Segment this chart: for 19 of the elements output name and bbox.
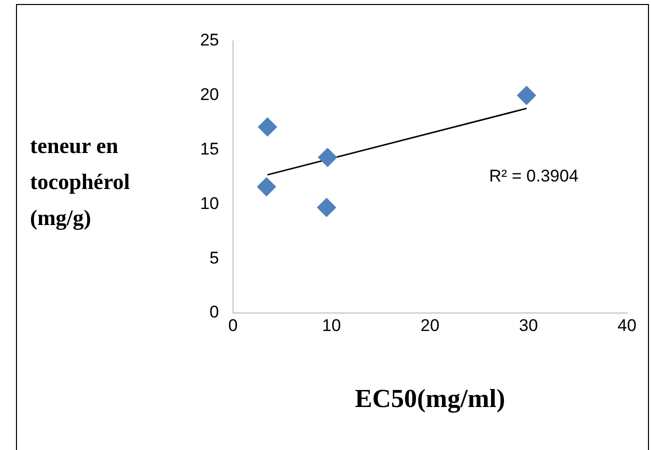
point [256, 177, 276, 196]
y-tick-label: 15 [200, 139, 219, 158]
annotation: R² = 0.3904 [489, 166, 578, 186]
y-tick-label: 5 [210, 248, 219, 268]
x-axis-title: EC50(mg/ml) [354, 384, 506, 414]
x-tick-label: 40 [618, 316, 636, 335]
y-tick-label: 25 [200, 30, 219, 50]
x-tick-label: 30 [519, 316, 538, 335]
point [517, 86, 536, 105]
point [318, 148, 338, 167]
point [258, 117, 277, 136]
x-tick-label: 10 [322, 316, 341, 335]
x-tick-label: 0 [228, 316, 238, 335]
y-tick-label: 20 [200, 85, 219, 104]
x-tick-label: 20 [420, 316, 440, 335]
y-axis-title: teneur en tocophérol (mg/g) [30, 132, 131, 232]
y-tick-label: 0 [210, 302, 219, 322]
y-tick-label: 10 [200, 194, 219, 213]
point [317, 198, 336, 217]
